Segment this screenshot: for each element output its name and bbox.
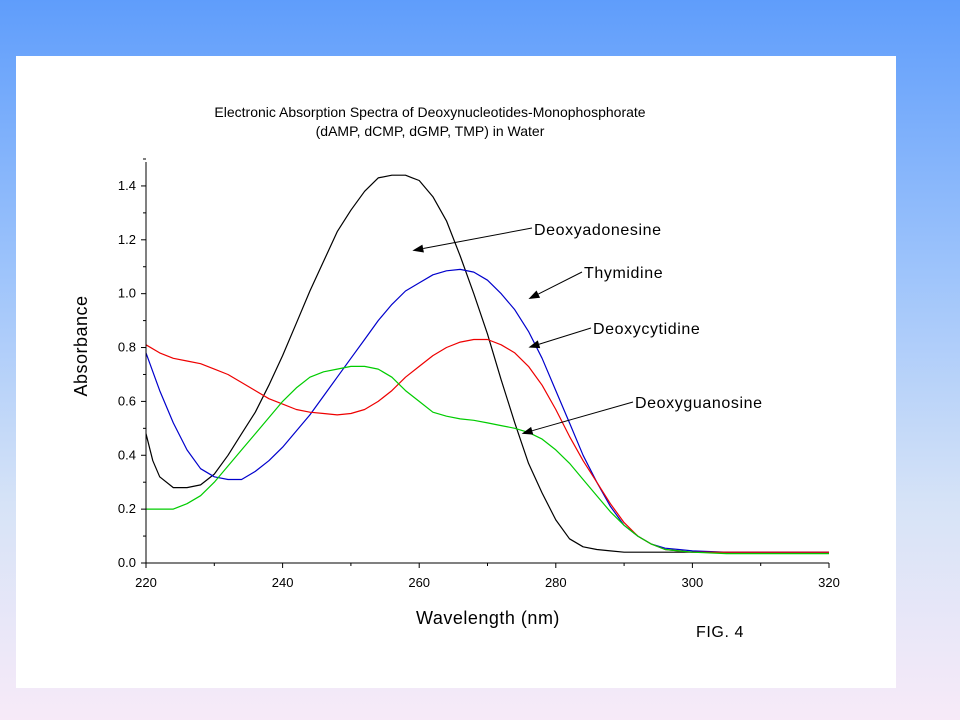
y-tick-label: 0.8 [118,340,136,355]
y-tick-label: 0.2 [118,501,136,516]
slide-panel: Electronic Absorption Spectra of Deoxynu… [16,56,896,688]
series-line-deoxycytidine [145,338,829,553]
x-tick-label: 260 [408,575,430,590]
y-tick-label: 1.2 [118,232,136,247]
annotation-label-deoxyguanosine: Deoxyguanosine [635,395,763,412]
x-tick-label: 300 [682,575,704,590]
axis-ticks: 220 240 260 280 300 320 0.0 0.2 0.4 0.6 0.8 1.0 1.2 1… [118,158,840,590]
annotation-arrow-line [538,271,583,295]
annotation-label-thymidine: Thymidine [584,265,663,282]
series-annotations: Deoxyadonesine Thymidine Deoxycytidine Deox… [412,222,762,435]
y-axis-title: Absorbance [71,295,91,396]
x-tick-label: 320 [818,575,840,590]
y-tick-label: 0.4 [118,447,136,462]
annotation-arrow-head [521,426,534,435]
annotation-arrow-line [423,227,533,250]
annotation-arrow-head [528,290,541,300]
annotation-arrow-line [538,327,592,345]
figure-label: FIG. 4 [696,624,744,641]
y-tick-label: 0.6 [118,393,136,408]
chart-title: Electronic Absorption Spectra of Deoxynu… [214,104,645,120]
series-line-deoxyadonesine [145,174,829,553]
y-tick-label: 1.0 [118,286,136,301]
x-tick-label: 280 [545,575,567,590]
chart-subtitle: (dAMP, dCMP, dGMP, TMP) in Water [316,123,545,139]
y-tick-label: 1.4 [118,178,136,193]
annotation-arrow-line [532,401,634,432]
y-tick-label: 0.0 [118,555,136,570]
x-tick-label: 240 [272,575,294,590]
x-axis-title: Wavelength (nm) [416,608,560,628]
series-line-deoxyguanosine [146,365,829,555]
absorption-spectra-chart: Electronic Absorption Spectra of Deoxynu… [71,104,840,641]
annotation-label-deoxyadonesine: Deoxyadonesine [534,222,662,239]
plot-area [145,174,829,555]
x-tick-label: 220 [135,575,157,590]
annotation-label-deoxycytidine: Deoxycytidine [593,321,700,338]
annotation-arrow-head [528,340,541,349]
annotation-arrow-head [412,244,424,253]
